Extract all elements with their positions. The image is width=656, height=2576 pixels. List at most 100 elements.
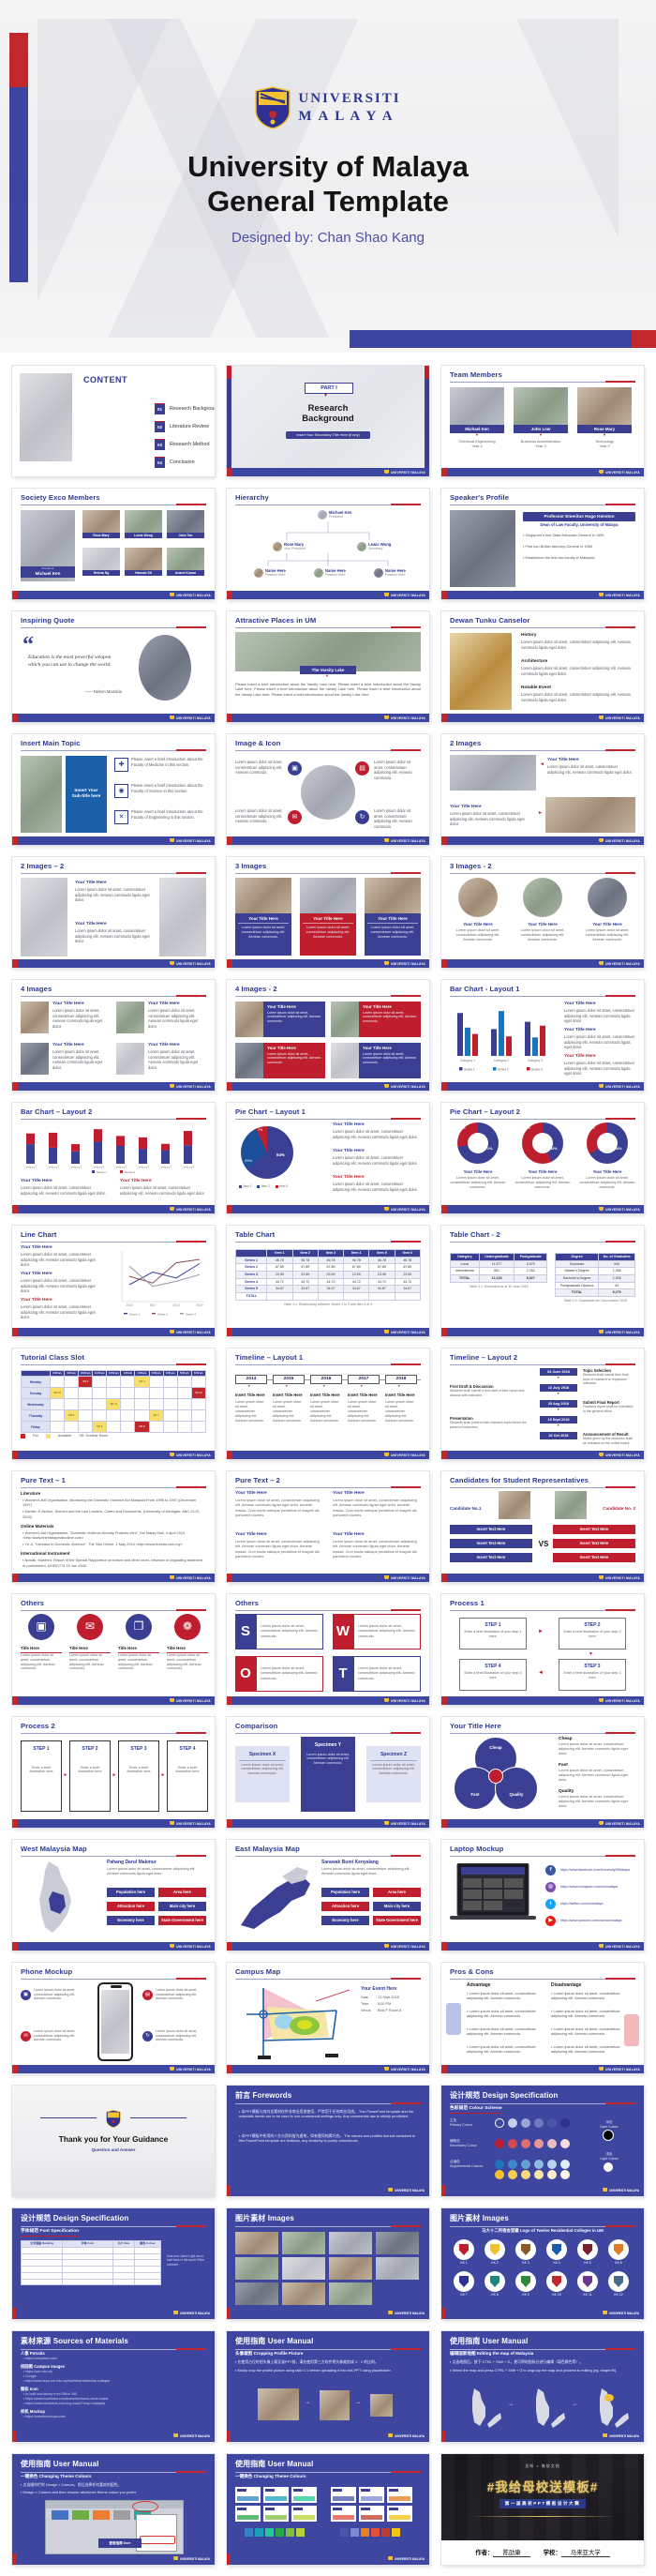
slide-pure-text-2[interactable]: Pure Text – 2 Your Title Here Lorem ipsum … bbox=[227, 1471, 429, 1582]
slide-campus-map[interactable]: Campus Map Your Event Here Date: 13 Sept … bbox=[227, 1963, 429, 2073]
group-heading: 校园图 Campus Images bbox=[21, 2364, 66, 2369]
slide-sources-of-materials[interactable]: 素材来源 Sources of Materials 人像 Potraits ▪ ht… bbox=[12, 2331, 215, 2442]
slide-line-chart[interactable]: Line Chart Your Title Here Lorem ipsum dol… bbox=[12, 1226, 215, 1336]
slide-phone-mockup[interactable]: Phone Mockup ▣ Lorem ipsum dolor sit amet,… bbox=[12, 1963, 215, 2073]
slide-bar-chart-2[interactable]: Bar Chart – Layout 2 Category 1 Category 2… bbox=[12, 1103, 215, 1213]
slide-team-members[interactable]: Team Members Michael Ken ▼ Chemical Enginee… bbox=[441, 366, 644, 476]
slide-west-malaysia-map[interactable]: West Malaysia Map Pahang Darul Makmur Lore… bbox=[12, 1840, 215, 1951]
step-desc: Enter a brief illustration here bbox=[127, 1765, 151, 1774]
arrow-down-icon: ▼ bbox=[323, 393, 328, 399]
slide-content-toc[interactable]: CONTENT 01 Research Background 02 Literature… bbox=[12, 366, 215, 476]
slide-dewan-tunku-canselor[interactable]: Dewan Tunku Canselor History Lorem ipsum d… bbox=[441, 611, 644, 722]
title-rule bbox=[235, 995, 421, 997]
block-title: Your Title Here bbox=[235, 1491, 267, 1496]
footer-brand: UNIVERSITI MALAYA bbox=[170, 1820, 211, 1827]
slide-design-spec-colours[interactable]: 设计规范 Design Specification 色彩规范 Colour Sch… bbox=[441, 2086, 644, 2196]
slide-design-spec-fonts[interactable]: 设计规范 Design Specification 字体规范 Font Speci… bbox=[12, 2208, 215, 2319]
theme-swatch bbox=[381, 2528, 390, 2537]
footer-brand: UNIVERSITI MALAYA bbox=[170, 1452, 211, 1458]
slide-image-and-icon[interactable]: Image & Icon ▣ ▤ ✉ ↻ Lorem ipsum dolor sit am… bbox=[227, 734, 429, 845]
slide-candidates[interactable]: Candidates for Student Representatives Ca… bbox=[441, 1471, 644, 1582]
title-rule bbox=[450, 2348, 635, 2350]
slide-four-images-2[interactable]: 4 Images - 2 Your Title Here Lorem ipsum d… bbox=[227, 980, 429, 1091]
hero-slide: UNIVERSITI M A L A Y A University of Mal… bbox=[0, 0, 656, 353]
source-link: ▪ Google bbox=[23, 2374, 37, 2378]
slide-inspiring-quote[interactable]: Inspiring Quote “Education is the most po… bbox=[12, 611, 215, 722]
slide-manual-cropping[interactable]: 使用指南 User Manual 头像裁剪 Cropping Profile Pi… bbox=[227, 2331, 429, 2442]
icon-caption: Lorem ipsum dolor sit amet, consectetuer… bbox=[374, 760, 412, 780]
slide-hierarchy[interactable]: Hierarchy Michael Ken President Rose Mary Vi… bbox=[227, 489, 429, 599]
slide-body: 8:00 am 9:00 am 10:00 am 11:00 am 12:00 pm 1:… bbox=[21, 1368, 207, 1448]
slide-timeline-2[interactable]: Timeline – Layout 2 03 June 2018 ▼ Topic Se… bbox=[441, 1348, 644, 1459]
logo-text-top: UNIVERSITI bbox=[298, 91, 401, 107]
slide-four-images[interactable]: 4 Images Your Title Here Lorem ipsum dolor… bbox=[12, 980, 215, 1091]
slide-section-part-1[interactable]: PART I ▼ Research Background Insert Your Se… bbox=[227, 366, 429, 476]
slide-manual-theme-colours-2[interactable]: 使用指南 User Manual 一键换色 Changing Theme Colo… bbox=[227, 2454, 429, 2565]
title-rule bbox=[21, 2225, 206, 2227]
slide-two-images[interactable]: 2 Images ◄ Your Title Here Lorem ipsum dolo… bbox=[441, 734, 644, 845]
bullet-item: ▪ Design > Colours and then choose which… bbox=[21, 2489, 137, 2494]
photo-placeholder bbox=[21, 756, 62, 833]
slide-east-malaysia-map[interactable]: East Malaysia Map Sarawak Bumi Kenyalang L… bbox=[227, 1840, 429, 1951]
slide-table-chart-2[interactable]: Table Chart - 2 Category Undergraduate Post… bbox=[441, 1226, 644, 1336]
slide-three-images[interactable]: 3 Images Your Title Here Lorem ipsum dolor… bbox=[227, 857, 429, 968]
block-title: Your Title Here bbox=[148, 1002, 180, 1006]
chip-button: Insert Text Here bbox=[450, 1539, 532, 1548]
slide-title: Attractive Places in UM bbox=[235, 616, 317, 625]
photo-placeholder bbox=[282, 2257, 325, 2280]
title-rule bbox=[450, 1855, 635, 1857]
footer-brand-text: UNIVERSITI MALAYA bbox=[176, 1453, 211, 1457]
slide-footer: UNIVERSITI MALAYA bbox=[441, 468, 644, 476]
slide-forewords[interactable]: 前言 Forewords ▪ 本PPT模板与其内含素材仅供非商业用途使用，严禁用于… bbox=[227, 2086, 429, 2196]
theme-swatch bbox=[371, 2528, 380, 2537]
college-label: KK 2 bbox=[491, 2261, 499, 2265]
slide-speakers-profile[interactable]: Speaker's Profile Professor Emeritus Hugo… bbox=[441, 489, 644, 599]
slide-process-2[interactable]: Process 2 STEP 1 Enter a brief illustratio… bbox=[12, 1717, 215, 1828]
slide-others-swot[interactable]: Others S Lorem ipsum dolor sit amet, conse… bbox=[227, 1594, 429, 1705]
slide-others-icons[interactable]: Others ▣ Title Here Lorem ipsum dolor sit a… bbox=[12, 1594, 215, 1705]
step-title: STEP 1 bbox=[485, 1622, 501, 1628]
slide-venn[interactable]: Your Title Here Cheap Fast Quality Cheap Lore… bbox=[441, 1717, 644, 1828]
item-title: Your Title Here bbox=[463, 1169, 493, 1174]
bullet-item: ▪ Lorem ipsum dolor sit amet, consectetu… bbox=[467, 2044, 536, 2055]
slide-tutorial-class-slot[interactable]: Tutorial Class Slot 8:00 am 9:00 am 10:00 a… bbox=[12, 1348, 215, 1459]
slide-two-images-2[interactable]: 2 Images – 2 Your Title Here Lorem ipsum d… bbox=[12, 857, 215, 968]
event-detail: Venue: Blok F Room A bbox=[361, 2009, 421, 2013]
pie-chart bbox=[241, 1126, 293, 1179]
slide-manual-map-editing[interactable]: 使用指南 User Manual 编辑国家地图 Editing the map o… bbox=[441, 2331, 644, 2442]
slide-header: 4 Images bbox=[21, 985, 206, 997]
year-box: 2014 bbox=[235, 1375, 267, 1385]
slide-laptop-mockup[interactable]: Laptop Mockup f https://www.facebook.com/U… bbox=[441, 1840, 644, 1951]
slide-attractive-places[interactable]: Attractive Places in UM The Varsity Lake ▼… bbox=[227, 611, 429, 722]
slide-insert-main-topic[interactable]: Insert Main Topic Insert Your Sub-title h… bbox=[12, 734, 215, 845]
slide-thank-you[interactable]: Thank you for Your Guidance Question and … bbox=[12, 2086, 215, 2196]
hero-title: University of Malaya General Template bbox=[187, 150, 469, 218]
slide-body: “Education is the most powerful weapon w… bbox=[21, 631, 206, 711]
slide-bar-chart-1[interactable]: Bar Chart - Layout 1 Category 1 Category 2… bbox=[441, 980, 644, 1091]
slide-body: 64% 29% 7% Item 1 Item 2 Item 3 Your Title Her… bbox=[235, 1122, 421, 1202]
slide-table-chart[interactable]: Table Chart Item 1 Item 2 Item 3 Item 4 Item … bbox=[227, 1226, 429, 1336]
slide-manual-theme-colours-1[interactable]: 使用指南 User Manual 一键换色 Changing Theme Colo… bbox=[12, 2454, 215, 2565]
slide-images-gallery[interactable]: 图片素材 Images UNIVERSITI MALAYA bbox=[227, 2208, 429, 2319]
slide-contest-promo[interactable]: 觅知 × 微软文档 #我给母校送模板# 第一届高校PPT模板设计大赛 作者： 陈劭康 学校… bbox=[441, 2454, 644, 2565]
year-box: 2016 bbox=[310, 1375, 342, 1385]
member-name: John Low bbox=[514, 425, 568, 433]
slide-pure-text-1[interactable]: Pure Text – 1 Literature ▪ Women's Aid Org… bbox=[12, 1471, 215, 1582]
step-box: STEP 1 Enter a brief illustration of your… bbox=[459, 1618, 527, 1650]
detail-label: Venue bbox=[361, 2009, 371, 2012]
slide-images-college-logos[interactable]: 图片素材 Images 马大十二所宿舍堂徽 Logo of Twelve Resi… bbox=[441, 2208, 644, 2319]
feature-icon: ❐ bbox=[126, 1614, 152, 1640]
slide-pie-chart-1[interactable]: Pie Chart – Layout 1 64% 29% 7% Item 1 Item 2… bbox=[227, 1103, 429, 1213]
slide-timeline-1[interactable]: Timeline – Layout 1 2014 ▼ Insert Title Her… bbox=[227, 1348, 429, 1459]
slide-process-1[interactable]: Process 1 STEP 1 Enter a brief illustratio… bbox=[441, 1594, 644, 1705]
slide-three-images-2[interactable]: 3 Images - 2 Your Title Here Lorem ipsum d… bbox=[441, 857, 644, 968]
photo-placeholder bbox=[329, 2257, 372, 2280]
slide-pros-cons[interactable]: Pros & Cons Advantage Disadvantage ▪ Lorem … bbox=[441, 1963, 644, 2073]
slide-society-exco[interactable]: Society Exco Members President Michael Ken… bbox=[12, 489, 215, 599]
slide-pie-chart-2[interactable]: Pie Chart – Layout 2 72% 28% Your Title Her… bbox=[441, 1103, 644, 1213]
slide-comparison[interactable]: Comparison Specimen X Lorem ipsum dolor si… bbox=[227, 1717, 429, 1828]
step-title: STEP 4 bbox=[485, 1664, 501, 1669]
slide-footer: UNIVERSITI MALAYA bbox=[12, 1451, 215, 1459]
slide-header: 图片素材 Images bbox=[450, 2213, 635, 2227]
youtube-icon: ▶ bbox=[545, 1916, 556, 1926]
